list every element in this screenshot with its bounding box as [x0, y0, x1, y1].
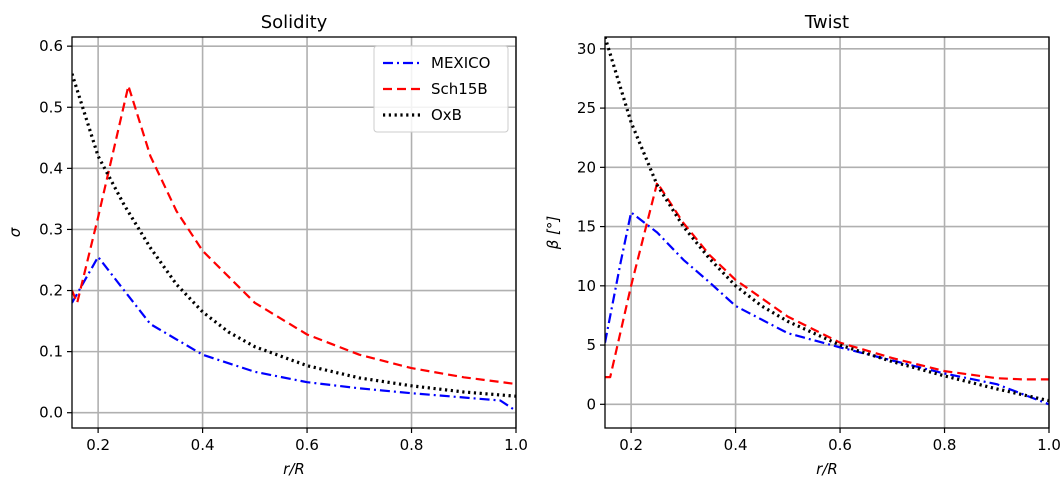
solidity-axes-frame — [71, 36, 517, 429]
solidity-y-tick-label: 0.5 — [39, 98, 63, 116]
twist-y-tick-label: 15 — [577, 218, 596, 236]
solidity-y-tick-label: 0.4 — [39, 159, 63, 177]
twist-y-tick-label: 5 — [586, 336, 596, 354]
solidity-legend-box — [373, 45, 509, 133]
twist-y-tick-label: 0 — [586, 395, 596, 413]
solidity-x-axis-label: r/R — [283, 460, 305, 478]
twist-y-tick-label: 25 — [577, 99, 596, 117]
solidity-y-tick-label: 0.2 — [39, 282, 63, 300]
twist-y-tick-label: 10 — [577, 277, 596, 295]
twist-series-oxb — [605, 37, 1049, 403]
twist-x-tick-label: 0.6 — [828, 436, 852, 454]
solidity-y-tick-label: 0.0 — [39, 404, 63, 422]
solidity-series-oxb — [72, 73, 516, 398]
twist-axes-frame — [604, 36, 1050, 429]
twist-y-axis-label: β [°] — [544, 216, 562, 251]
solidity-panel: 0.2 0.4 0.6 0.8 1.0 0.0 0.1 0.2 0.3 0.4 0.5 0.6 Soli… — [6, 12, 528, 478]
twist-x-tick-label: 0.4 — [724, 436, 748, 454]
solidity-legend-label-mexico: MEXICO — [431, 54, 490, 72]
solidity-legend-label-sch15b: Sch15B — [431, 80, 488, 98]
solidity-x-tick-label: 0.8 — [400, 436, 424, 454]
twist-x-tick-label: 0.8 — [933, 436, 957, 454]
twist-title: Twist — [804, 12, 849, 33]
twist-series-mexico — [605, 211, 1049, 406]
solidity-x-tick-label: 0.4 — [191, 436, 215, 454]
twist-panel: 0.2 0.4 0.6 0.8 1.0 0 5 10 15 20 25 30 Twist r/R β [°] — [544, 12, 1061, 478]
twist-x-tick-label: 0.2 — [619, 436, 643, 454]
solidity-series-sch15b — [72, 84, 516, 386]
twist-series-group — [605, 37, 1049, 406]
solidity-legend-label-oxb: OxB — [431, 106, 462, 124]
solidity-y-tick-label: 0.3 — [39, 220, 63, 238]
solidity-title: Solidity — [261, 12, 328, 33]
solidity-series-group — [72, 73, 516, 412]
twist-x-tick-label: 1.0 — [1037, 436, 1061, 454]
twist-x-axis-label: r/R — [816, 460, 838, 478]
solidity-y-tick-label: 0.1 — [39, 343, 63, 361]
twist-y-tick-label: 20 — [577, 158, 596, 176]
solidity-legend: MEXICO Sch15B OxB — [373, 45, 509, 133]
twist-y-tick-label: 30 — [577, 40, 596, 58]
solidity-x-tick-label: 0.2 — [86, 436, 110, 454]
solidity-series-mexico — [72, 255, 516, 412]
solidity-x-tick-label: 1.0 — [504, 436, 528, 454]
solidity-y-axis-label: σ — [6, 227, 24, 237]
twist-series-sch15b — [605, 181, 1049, 381]
solidity-y-tick-label: 0.6 — [39, 37, 63, 55]
solidity-x-tick-label: 0.6 — [295, 436, 319, 454]
